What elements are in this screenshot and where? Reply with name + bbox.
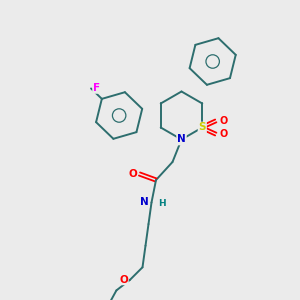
Text: N: N [177,134,186,145]
Text: F: F [92,83,100,94]
Text: O: O [219,116,228,126]
Text: S: S [199,122,206,133]
Text: O: O [128,169,137,179]
Text: O: O [120,275,128,285]
Text: O: O [219,129,228,139]
Text: H: H [158,200,166,208]
Text: N: N [140,197,149,208]
